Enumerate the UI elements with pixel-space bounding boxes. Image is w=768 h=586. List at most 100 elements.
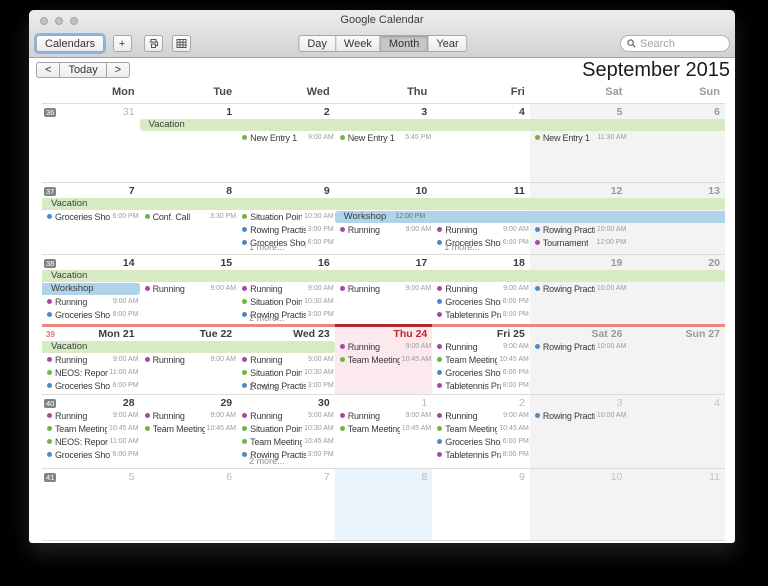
- day-cell[interactable]: Sun 27: [627, 326, 725, 394]
- day-cell[interactable]: 28 Running 9:00 AM Team Meeting 10:45 AM NEOS…: [42, 395, 140, 468]
- all-day-event-banner[interactable]: Vacation: [42, 270, 725, 282]
- event-item[interactable]: NEOS: Report Ti...11:00 AM: [42, 366, 140, 379]
- day-cell[interactable]: Mon 21 Running 9:00 AM NEOS: Report Ti...11…: [42, 326, 140, 394]
- month-grid-button[interactable]: [171, 35, 191, 52]
- day-cell[interactable]: 1: [140, 104, 238, 182]
- event-item[interactable]: Team Meeting 10:45 AM: [237, 435, 335, 448]
- event-item[interactable]: Groceries Shopping6:00 PM: [42, 448, 140, 461]
- event-item[interactable]: Running 9:00 AM: [335, 282, 433, 295]
- prev-button[interactable]: <: [36, 62, 61, 78]
- event-item[interactable]: Running 9:00 AM: [432, 223, 530, 236]
- day-cell[interactable]: Tue 22 Running 9:00 AM: [140, 326, 238, 394]
- event-item[interactable]: Tabletennis Practi...8:00 PM: [432, 308, 530, 321]
- day-cell[interactable]: 19 Rowing Practise10:00 AM: [529, 255, 628, 325]
- day-cell[interactable]: 31: [42, 104, 140, 182]
- day-cell[interactable]: 5 New Entry 1 11:30 AM: [529, 104, 628, 182]
- event-item[interactable]: Rowing Practise3:00 PM: [237, 448, 335, 461]
- event-item[interactable]: Rowing Practise3:00 PM: [237, 308, 335, 321]
- day-cell[interactable]: 8 Conf. Call 3:30 PM: [140, 183, 238, 254]
- event-item[interactable]: New Entry 1 9:00 AM: [237, 131, 335, 144]
- day-cell[interactable]: 5: [42, 469, 140, 540]
- event-item[interactable]: Rowing Practise10:00 AM: [530, 223, 628, 236]
- event-item[interactable]: Running 9:00 AM: [140, 409, 238, 422]
- minimize-window-icon[interactable]: [55, 17, 63, 25]
- day-cell[interactable]: 3 New Entry 1 5:45 PM: [335, 104, 433, 182]
- event-item[interactable]: Running 9:00 AM: [335, 409, 433, 422]
- event-item[interactable]: Team Meeting 10:45 AM: [432, 422, 530, 435]
- event-item[interactable]: Groceries Shopping6:00 PM: [432, 366, 530, 379]
- view-segment-week[interactable]: Week: [335, 35, 381, 52]
- event-item[interactable]: Situation Point N...10:30 AM: [237, 422, 335, 435]
- event-item[interactable]: Tournament 12:00 PM: [530, 236, 628, 249]
- all-day-event-banner[interactable]: Vacation: [42, 341, 335, 353]
- day-cell[interactable]: 17 Running 9:00 AM: [335, 255, 433, 325]
- all-day-event-banner[interactable]: Workshop 12:00 PM: [334, 211, 725, 223]
- day-cell[interactable]: 30 Running 9:00 AM Situation Point N...10:3…: [237, 395, 335, 468]
- event-item[interactable]: Groceries Shopping6:00 PM: [42, 210, 140, 223]
- event-item[interactable]: Team Meeting 10:45 AM: [432, 353, 530, 366]
- event-item[interactable]: Rowing Practise10:00 AM: [530, 409, 628, 422]
- close-window-icon[interactable]: [40, 17, 48, 25]
- event-item[interactable]: New Entry 1 5:45 PM: [335, 131, 433, 144]
- day-cell[interactable]: 7 Groceries Shopping6:00 PM: [42, 183, 140, 254]
- view-segment-year[interactable]: Year: [428, 35, 468, 52]
- event-item[interactable]: Rowing Practise3:00 PM: [237, 379, 335, 392]
- day-cell[interactable]: 9: [432, 469, 530, 540]
- view-segment-day[interactable]: Day: [298, 35, 336, 52]
- view-segment-month[interactable]: Month: [380, 35, 429, 52]
- calendars-button[interactable]: Calendars: [36, 35, 105, 52]
- day-cell[interactable]: 6: [627, 104, 725, 182]
- event-item[interactable]: Groceries Shopping6:00 PM: [432, 236, 530, 249]
- event-item[interactable]: Running 9:00 AM: [140, 282, 238, 295]
- event-item[interactable]: Tabletennis Practi...8:00 PM: [432, 448, 530, 461]
- day-cell[interactable]: 1 Running 9:00 AM Team Meeting 10:45 AM: [335, 395, 433, 468]
- event-item[interactable]: Team Meeting 10:45 AM: [140, 422, 238, 435]
- day-cell[interactable]: 8: [334, 469, 433, 540]
- add-event-button[interactable]: +: [112, 35, 132, 52]
- event-item[interactable]: Situation Point N...10:30 AM: [237, 366, 335, 379]
- day-cell[interactable]: Fri 25 Running 9:00 AM Team Meeting 10:45 AM…: [432, 326, 530, 394]
- day-cell[interactable]: 29 Running 9:00 AM Team Meeting 10:45 AM: [140, 395, 238, 468]
- day-cell[interactable]: 16 Running 9:00 AM Situation Point N...10:3…: [237, 255, 335, 325]
- day-cell[interactable]: 4: [432, 104, 530, 182]
- day-cell[interactable]: 2 Running 9:00 AM Team Meeting 10:45 AM Groce…: [432, 395, 530, 468]
- all-day-event-banner[interactable]: Workshop: [42, 283, 140, 295]
- day-cell[interactable]: 6: [140, 469, 238, 540]
- event-item[interactable]: Running 9:00 AM: [42, 295, 140, 308]
- more-events-link[interactable]: 2 more...: [249, 382, 285, 392]
- today-button[interactable]: Today: [60, 62, 107, 78]
- event-item[interactable]: New Entry 1 11:30 AM: [530, 131, 628, 144]
- day-cell[interactable]: 15 Running 9:00 AM: [140, 255, 238, 325]
- event-item[interactable]: Running 9:00 AM: [237, 409, 335, 422]
- day-cell[interactable]: 11: [627, 469, 725, 540]
- event-item[interactable]: Running 9:00 AM: [432, 409, 530, 422]
- search-field[interactable]: Search: [620, 35, 730, 52]
- more-events-link[interactable]: 2 more...: [249, 456, 285, 466]
- event-item[interactable]: Running 9:00 AM: [432, 340, 530, 353]
- event-item[interactable]: Running 9:00 AM: [335, 223, 433, 236]
- event-item[interactable]: Running 9:00 AM: [237, 282, 335, 295]
- event-item[interactable]: Running 9:00 AM: [42, 409, 140, 422]
- zoom-window-icon[interactable]: [70, 17, 78, 25]
- event-item[interactable]: Rowing Practise3:00 PM: [237, 223, 335, 236]
- event-item[interactable]: Team Meeting 10:45 AM: [335, 422, 433, 435]
- all-day-event-banner[interactable]: Vacation: [42, 198, 725, 210]
- next-button[interactable]: >: [106, 62, 131, 78]
- day-cell[interactable]: 4: [627, 395, 725, 468]
- day-cell[interactable]: 10 Running 9:00 AM: [335, 183, 433, 254]
- event-item[interactable]: Tabletennis Practi...8:00 PM: [432, 379, 530, 392]
- day-cell[interactable]: Thu 24 Running 9:00 AM Team Meeting 10:45 AM: [334, 326, 433, 394]
- event-item[interactable]: NEOS: Report Ti...11:00 AM: [42, 435, 140, 448]
- more-events-link[interactable]: 1 more...: [249, 242, 285, 252]
- event-item[interactable]: Rowing Practise10:00 AM: [530, 282, 628, 295]
- event-item[interactable]: Team Meeting 10:45 AM: [42, 422, 140, 435]
- event-item[interactable]: Groceries Shopping6:00 PM: [237, 236, 335, 249]
- event-item[interactable]: Running 9:00 AM: [237, 353, 335, 366]
- day-cell[interactable]: 2 New Entry 1 9:00 AM: [237, 104, 335, 182]
- event-item[interactable]: Situation Point N...10:30 AM: [237, 295, 335, 308]
- event-item[interactable]: Situation Point N...10:30 AM: [237, 210, 335, 223]
